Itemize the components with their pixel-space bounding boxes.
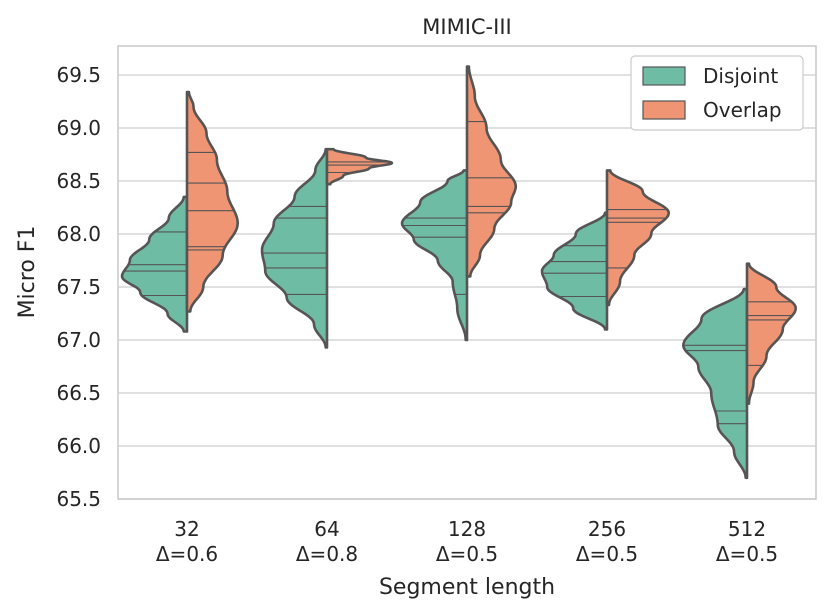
y-tick-label: 67.5 <box>56 275 101 299</box>
legend-swatch-disjoint <box>642 66 686 86</box>
violin-overlap-64 <box>325 147 394 186</box>
legend: Disjoint Overlap <box>630 55 804 131</box>
y-tick-label: 68.5 <box>56 169 101 193</box>
y-axis-label: Micro F1 <box>15 226 40 319</box>
x-tick-delta: Δ=0.5 <box>716 542 778 566</box>
x-tick-delta: Δ=0.5 <box>436 542 498 566</box>
violin-overlap-512 <box>745 262 797 405</box>
y-tick-label: 69.5 <box>56 63 101 87</box>
x-tick-label: 128 <box>448 517 486 541</box>
x-axis-label: Segment length <box>379 575 555 600</box>
x-tick-label: 64 <box>314 517 339 541</box>
violin-overlap-128 <box>465 65 517 278</box>
x-tick-label: 32 <box>174 517 199 541</box>
y-tick-label: 65.5 <box>56 487 101 511</box>
y-tick-label: 67.0 <box>56 328 101 352</box>
y-tick-label: 66.5 <box>56 381 101 405</box>
y-tick-label: 69.0 <box>56 116 101 140</box>
legend-swatch-overlap <box>642 100 686 120</box>
y-tick-label: 66.0 <box>56 434 101 458</box>
violins <box>120 65 797 480</box>
violin-overlap-256 <box>605 169 670 307</box>
x-tick-delta: Δ=0.8 <box>296 542 358 566</box>
plot-frame <box>117 45 817 500</box>
x-tick-label: 512 <box>728 517 766 541</box>
x-tick-delta: Δ=0.6 <box>156 542 218 566</box>
violin-disjoint-64 <box>260 147 329 349</box>
violin-overlap-32 <box>185 90 239 313</box>
x-tick-label: 256 <box>588 517 626 541</box>
x-tick-delta: Δ=0.5 <box>576 542 638 566</box>
legend-label-disjoint: Disjoint <box>703 64 778 88</box>
legend-label-overlap: Overlap <box>703 98 782 122</box>
y-tick-label: 68.0 <box>56 222 101 246</box>
violin-disjoint-128 <box>400 169 469 342</box>
chart-title: MIMIC-III <box>422 15 511 39</box>
y-tick-labels: 65.5 66.0 66.5 67.0 67.5 68.0 68.5 69.0 69.5 <box>56 63 101 511</box>
violin-disjoint-512 <box>682 287 749 480</box>
violin-disjoint-256 <box>540 211 609 331</box>
